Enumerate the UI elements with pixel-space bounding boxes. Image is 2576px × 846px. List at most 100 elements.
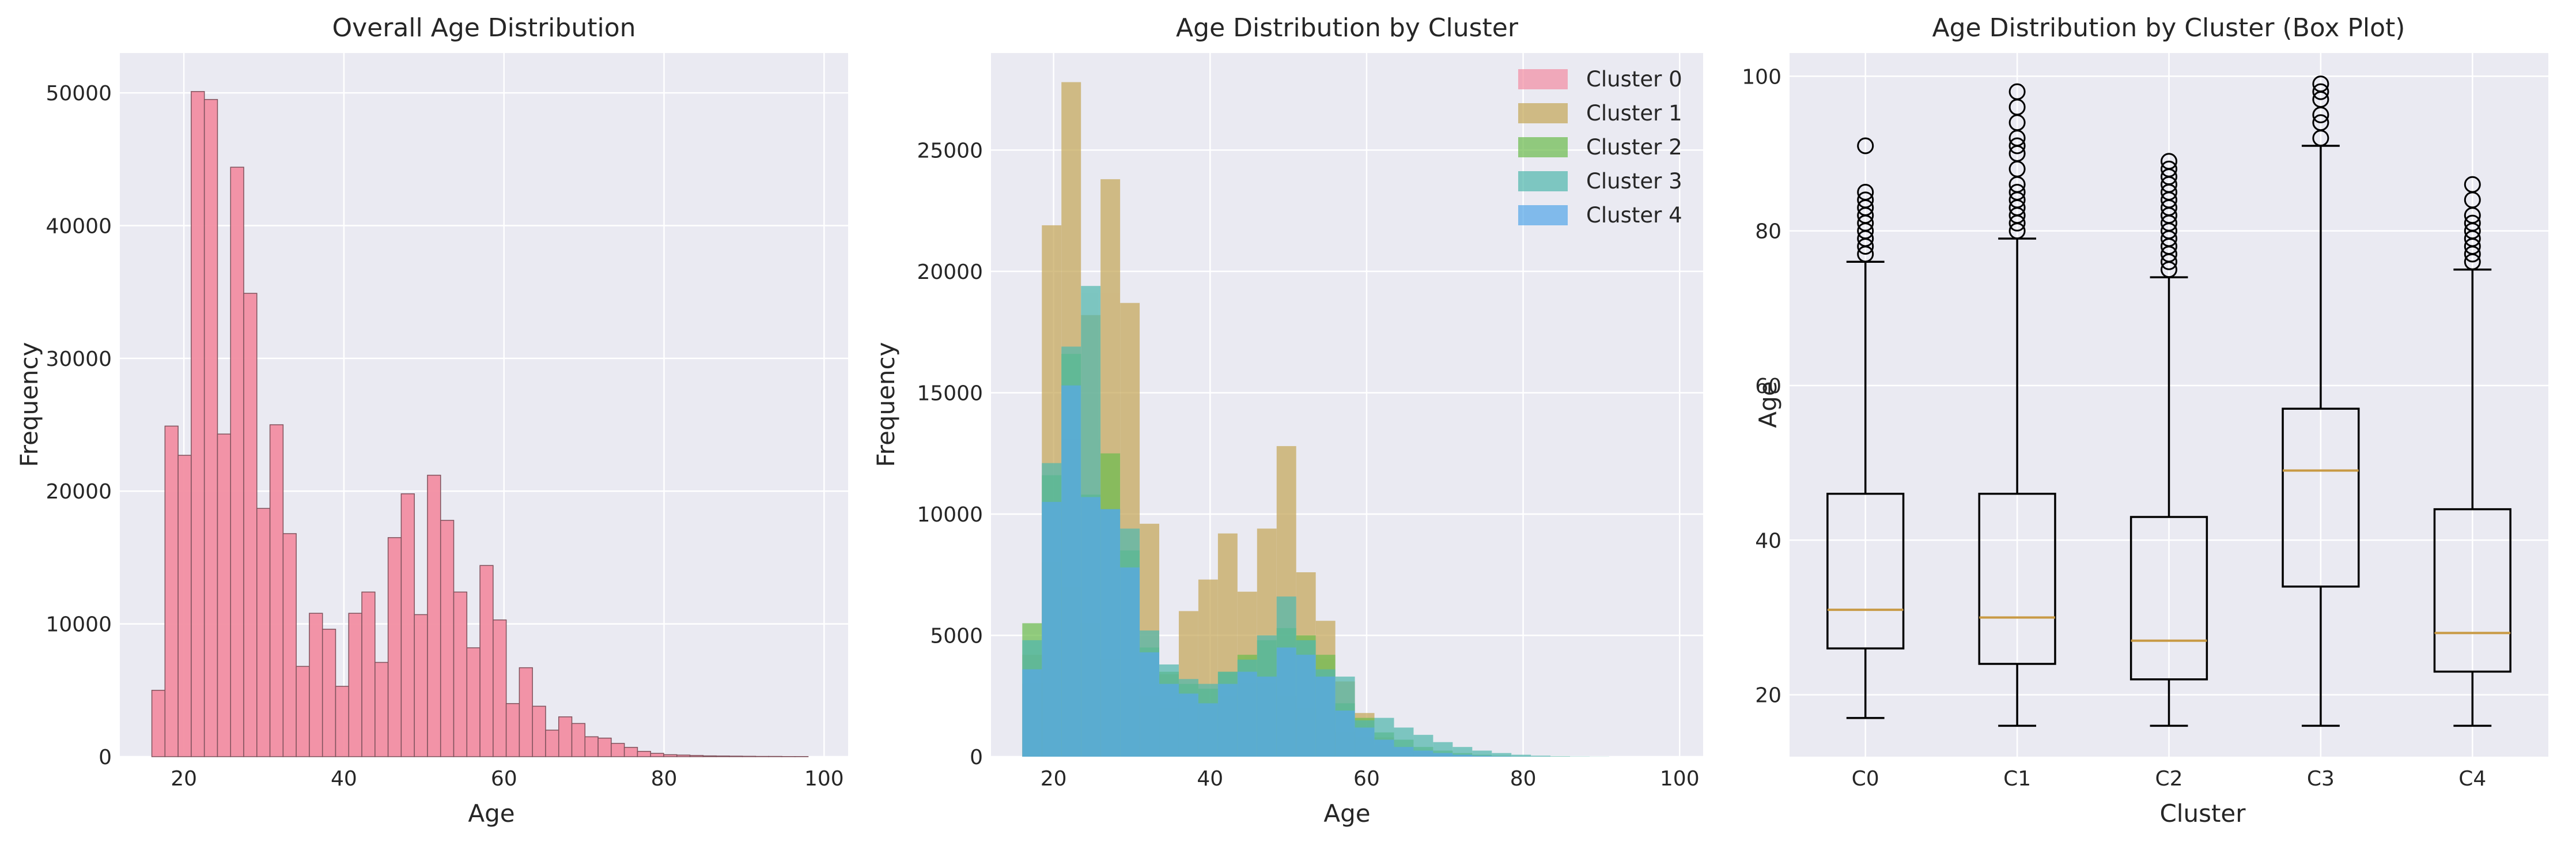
histogram-bar — [453, 591, 468, 757]
histogram-bar — [519, 667, 533, 757]
outlier-point — [2161, 160, 2177, 177]
y-tick-label: 20 — [1755, 684, 1781, 708]
outlier-point — [2161, 153, 2177, 170]
histogram-bar — [1531, 756, 1551, 757]
histogram-bar — [203, 99, 218, 757]
histogram-bar — [637, 751, 651, 757]
histogram-bar — [1472, 756, 1492, 757]
outlier-point — [2008, 137, 2026, 154]
legend-swatch — [1518, 103, 1568, 123]
legend-swatch — [1518, 171, 1568, 191]
histogram-bar — [663, 754, 678, 757]
histogram-bar — [1315, 677, 1336, 757]
histogram-bar — [623, 747, 638, 757]
histogram-bar — [558, 716, 573, 757]
tick-labels: 20 40 60 80 100 0 10000 20000 30000 40000 50000 — [46, 82, 843, 791]
y-tick-label: 10000 — [917, 503, 983, 527]
histogram-bar — [177, 455, 192, 757]
histogram-bar — [1061, 385, 1081, 757]
y-axis-label: Frequency — [872, 342, 900, 467]
histogram-bar — [611, 743, 625, 757]
histogram-bar — [479, 565, 494, 757]
histogram-bar — [1355, 727, 1375, 757]
outlier-point — [1857, 137, 1874, 154]
x-tick-label: 80 — [651, 767, 678, 791]
x-axis-label: Age — [468, 799, 515, 828]
box-C2 — [2129, 153, 2208, 727]
histogram-bar — [532, 705, 546, 757]
outlier-point — [2464, 214, 2481, 232]
histogram-bar — [164, 425, 179, 757]
legend-label: Cluster 2 — [1586, 135, 1682, 160]
histogram-bar — [1178, 693, 1198, 757]
histogram-bar — [493, 619, 507, 757]
legend-swatch — [1518, 69, 1568, 89]
y-tick-label: 10000 — [46, 613, 112, 637]
histogram-bar — [217, 433, 231, 757]
histogram-bar — [282, 533, 297, 757]
histogram-bar — [584, 736, 599, 757]
x-tick-label: 20 — [171, 767, 197, 791]
histogram-bar — [191, 91, 205, 757]
x-tick-label: 80 — [1510, 767, 1537, 791]
histogram-bar — [1257, 677, 1277, 757]
histogram-bar — [1120, 567, 1140, 757]
histogram-bar — [1492, 756, 1512, 757]
y-tick-label: 0 — [970, 746, 983, 769]
y-axis-label: Age — [1754, 381, 1782, 428]
chart-title: Age Distribution by Cluster — [1176, 13, 1519, 43]
y-tick-label: 40000 — [46, 214, 112, 238]
outlier-point — [2312, 83, 2329, 100]
outlier-point — [2312, 114, 2329, 131]
x-tick-label: C4 — [2458, 767, 2486, 791]
x-tick-label: C0 — [1852, 767, 1879, 791]
histogram-bar — [375, 662, 389, 757]
histogram-bar — [1452, 747, 1473, 757]
iqr-box — [2282, 407, 2360, 588]
x-tick-label: C1 — [2003, 767, 2031, 791]
legend-label: Cluster 0 — [1586, 67, 1682, 92]
histogram-bar — [400, 493, 415, 757]
histogram-overall-panel: Overall Age Distribution Age Frequency 2… — [15, 13, 848, 828]
histogram-bar — [1452, 754, 1473, 757]
iqr-box — [1978, 493, 2056, 665]
chart-title: Overall Age Distribution — [332, 13, 636, 43]
x-axis-label: Age — [1323, 799, 1370, 828]
histogram-bar — [427, 474, 441, 757]
histogram-bar — [571, 723, 586, 757]
histogram-bar — [256, 508, 271, 757]
histogram-bar — [505, 703, 520, 757]
y-tick-label: 5000 — [930, 624, 983, 648]
histogram-bar — [466, 647, 481, 757]
histogram-by-cluster-panel: Age Distribution by Cluster Age Frequenc… — [872, 13, 1703, 828]
outlier-point — [1857, 184, 1874, 201]
histogram-bar — [1217, 683, 1238, 757]
y-tick-label: 100 — [1742, 65, 1781, 89]
x-axis-label: Cluster — [2159, 799, 2246, 828]
y-tick-label: 80 — [1755, 220, 1781, 244]
iqr-box — [2433, 508, 2511, 673]
histogram-bar — [1081, 497, 1101, 757]
histogram-bar — [702, 755, 717, 757]
legend-label: Cluster 3 — [1586, 169, 1682, 194]
histogram-bar — [348, 613, 362, 757]
y-tick-label: 30000 — [46, 348, 112, 371]
histogram-bar — [309, 613, 323, 757]
x-tick-label: C3 — [2307, 767, 2335, 791]
histogram-bar — [296, 666, 310, 757]
y-tick-label: 25000 — [917, 139, 983, 163]
histogram-bar — [1159, 683, 1179, 757]
histogram-bar — [1276, 647, 1296, 757]
histogram-bar — [335, 686, 350, 757]
histogram-bar — [1394, 747, 1414, 757]
histogram-bar — [269, 424, 284, 757]
legend-swatch — [1518, 137, 1568, 157]
histogram-bar — [545, 730, 559, 757]
histogram-bar — [1198, 703, 1218, 757]
x-tick-label: 100 — [804, 767, 844, 791]
box-plot-panel: Age Distribution by Cluster (Box Plot) C… — [1742, 13, 2548, 828]
tick-labels: 20 40 60 80 100 0 5000 10000 15000 20000 25000 — [917, 139, 1699, 791]
x-tick-label: 40 — [1197, 767, 1223, 791]
box-C3 — [2282, 75, 2360, 727]
